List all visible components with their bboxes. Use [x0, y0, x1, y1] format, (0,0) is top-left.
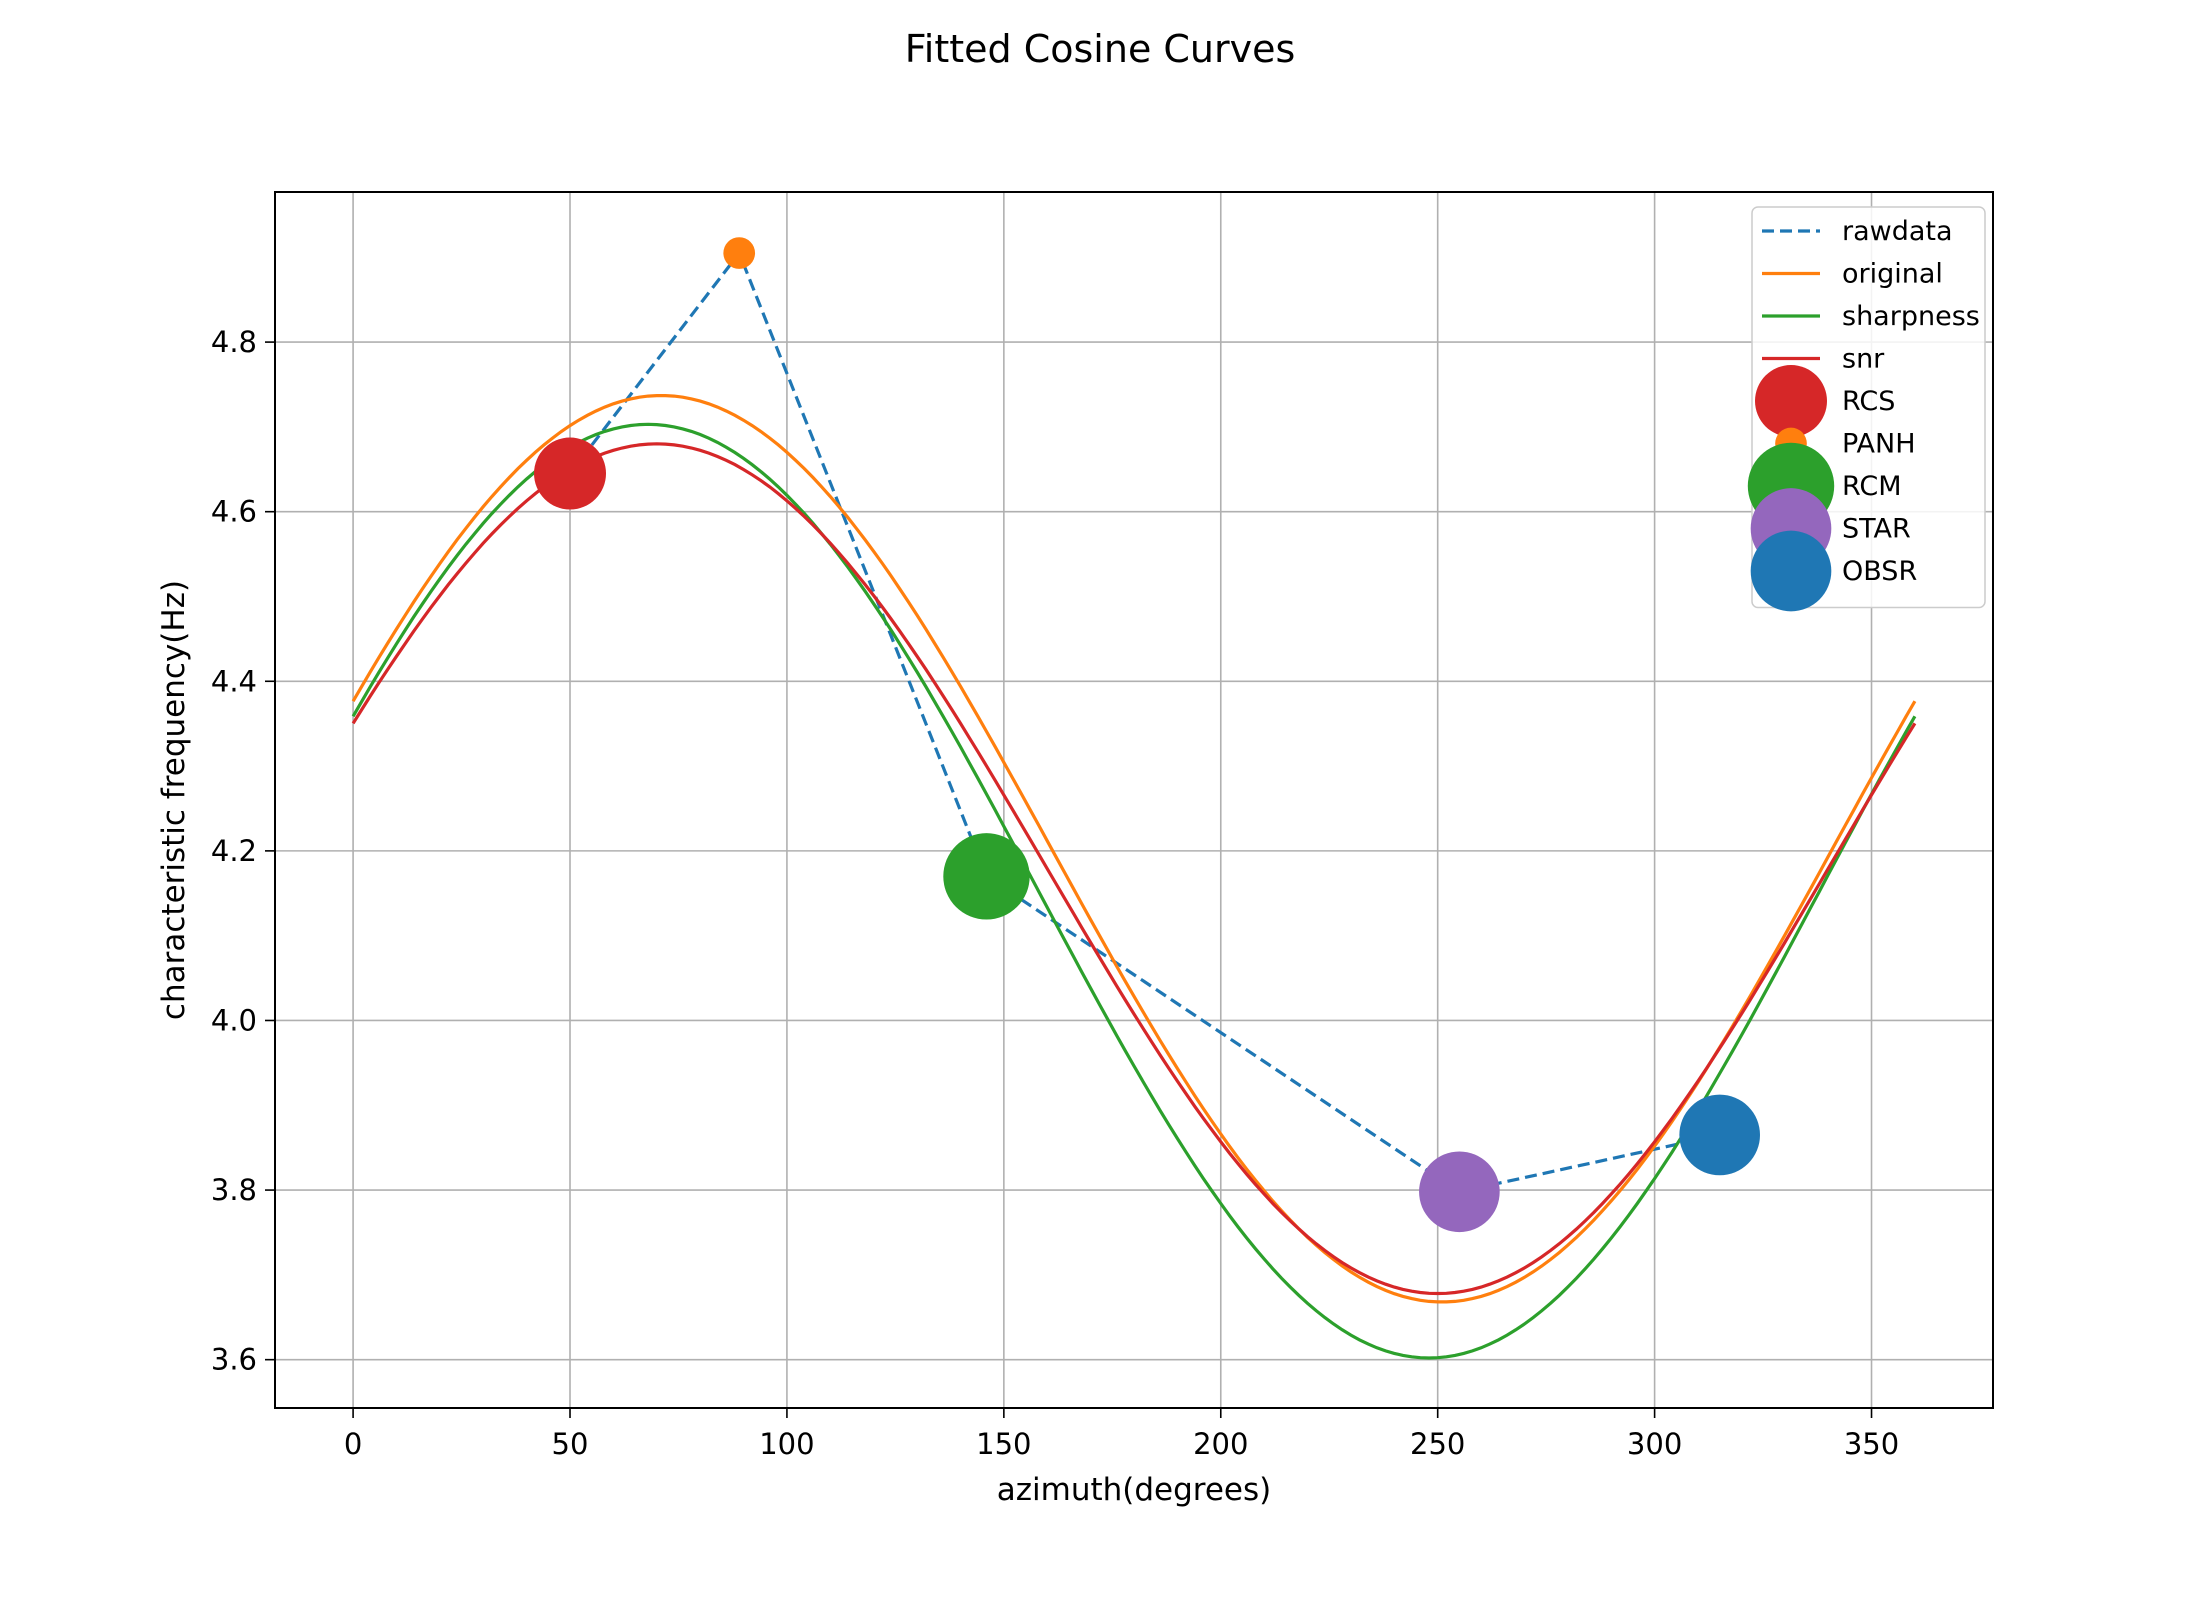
- legend-label-star: STAR: [1842, 514, 1911, 545]
- grid: [275, 192, 1993, 1408]
- point-rcm: [943, 833, 1030, 920]
- x-tick-label: 150: [976, 1427, 1031, 1461]
- series-line-sharpness: [351, 422, 1917, 1360]
- chart-title: Fitted Cosine Curves: [905, 27, 1296, 71]
- legend-label-obsr: OBSR: [1842, 556, 1917, 587]
- legend-label-rcs: RCS: [1842, 386, 1895, 417]
- point-panh: [723, 237, 756, 269]
- y-axis: 3.6 3.8 4.0 4.2 4.4 4.6 4.8: [211, 325, 275, 1377]
- point-rcs: [534, 437, 607, 510]
- y-tick-label: 4.2: [211, 834, 257, 868]
- series-line-rawdata: [568, 249, 1721, 1194]
- x-tick-label: 0: [344, 1427, 362, 1461]
- x-axis: 0 50 100 150 200 250 300 350: [344, 1408, 1899, 1461]
- plot-frame: [274, 191, 1994, 1409]
- legend-label-panh: PANH: [1842, 429, 1916, 460]
- series-line-snr: [351, 442, 1917, 1296]
- legend-label-original: original: [1842, 259, 1943, 290]
- legend: rawdata original sharpness snr RCS PANH RCM STA…: [1747, 206, 1986, 612]
- point-obsr: [1679, 1094, 1761, 1176]
- y-tick-label: 4.4: [211, 664, 257, 698]
- point-star: [1419, 1151, 1500, 1233]
- y-tick-label: 3.8: [211, 1173, 257, 1207]
- y-axis-label: characteristic frequency(Hz): [156, 580, 192, 1020]
- x-tick-label: 350: [1844, 1427, 1899, 1461]
- legend-label-sharpness: sharpness: [1842, 301, 1980, 332]
- legend-label-rcm: RCM: [1842, 471, 1902, 502]
- legend-label-rawdata: rawdata: [1842, 216, 1953, 247]
- plot-content: [351, 237, 1917, 1360]
- x-tick-label: 250: [1410, 1427, 1465, 1461]
- y-tick-label: 4.0: [211, 1003, 257, 1037]
- x-axis-label: azimuth(degrees): [997, 1472, 1272, 1508]
- x-tick-label: 50: [552, 1427, 589, 1461]
- series-line-original: [351, 394, 1917, 1304]
- x-tick-label: 300: [1627, 1427, 1682, 1461]
- y-tick-label: 4.6: [211, 495, 257, 529]
- x-tick-label: 200: [1193, 1427, 1248, 1461]
- y-tick-label: 3.6: [211, 1343, 257, 1377]
- y-tick-label: 4.8: [211, 325, 257, 359]
- legend-label-snr: snr: [1842, 344, 1885, 375]
- x-tick-label: 100: [759, 1427, 814, 1461]
- legend-marker-obsr: [1750, 530, 1832, 612]
- legend-marker-rcs: [1755, 365, 1827, 437]
